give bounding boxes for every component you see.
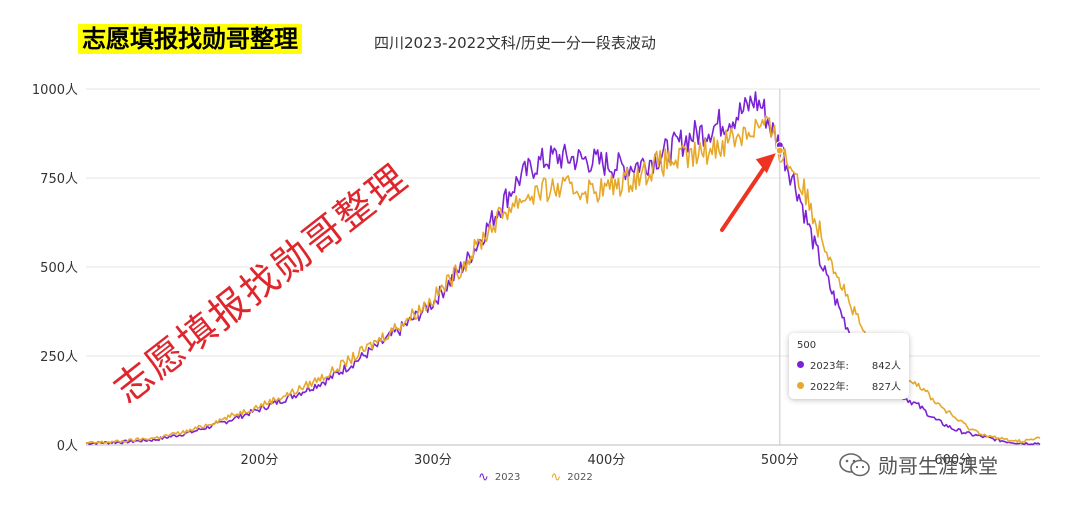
y-tick-label-750: 750人 — [40, 172, 78, 187]
tooltip-dot-2022 — [797, 382, 804, 389]
tooltip-title: 500 — [797, 340, 817, 351]
legend-item-2023[interactable]: ∿ 2023 — [478, 470, 520, 485]
y-tick-label-0: 0人 — [57, 439, 78, 454]
wechat-account-name: 勋哥生涯课堂 — [878, 454, 998, 478]
x-tick-label-400: 400分 — [587, 453, 625, 468]
legend-2023-icon: ∿ — [478, 470, 489, 485]
chart-title: 四川2023-2022文科/历史一分一段表波动 — [374, 34, 656, 52]
highlight-point-2022 — [775, 146, 784, 155]
legend-2022-icon: ∿ — [550, 470, 562, 485]
x-tick-label-600: 600分 — [934, 453, 972, 468]
x-tick-label-500: 500分 — [761, 453, 799, 468]
y-tick-label-1000: 1000人 — [32, 83, 78, 98]
tooltip-value-2023: 842人 — [871, 361, 901, 372]
tooltip-label-2023: 2023年: — [810, 361, 849, 372]
tooltip: 500 2023年: 842人 2022年: 827人 — [789, 333, 909, 399]
tooltip-label-2022: 2022年: — [810, 382, 849, 393]
legend: ∿ 2023 ∿ 2022 — [478, 470, 623, 485]
tooltip-value-2022: 827人 — [871, 382, 901, 393]
legend-2023-label: 2023 — [494, 472, 521, 483]
overlay-layer — [720, 89, 784, 445]
red-arrow-shaft — [720, 160, 770, 232]
tooltip-row-2023: 2023年: 842人 — [797, 357, 901, 372]
legend-item-2022[interactable]: ∿ 2022 — [550, 470, 592, 485]
y-tick-label-500: 500人 — [40, 261, 78, 276]
x-tick-label-200: 200分 — [241, 453, 279, 468]
tooltip-dot-2023 — [797, 361, 804, 368]
wechat-icon — [838, 452, 872, 478]
y-tick-label-250: 250人 — [40, 350, 78, 365]
brand-label: 志愿填报找勋哥整理 — [78, 24, 302, 54]
tick-layer: 0人 250人 500人 750人 1000人 200分 300分 400分 500分 600分 — [32, 83, 972, 468]
tooltip-row-2022: 2022年: 827人 — [797, 378, 901, 393]
legend-2022-label: 2022 — [567, 472, 593, 483]
x-tick-label-300: 300分 — [414, 453, 452, 468]
wechat-badge: 勋哥生涯课堂 — [838, 450, 998, 479]
red-arrow-head — [755, 153, 776, 174]
